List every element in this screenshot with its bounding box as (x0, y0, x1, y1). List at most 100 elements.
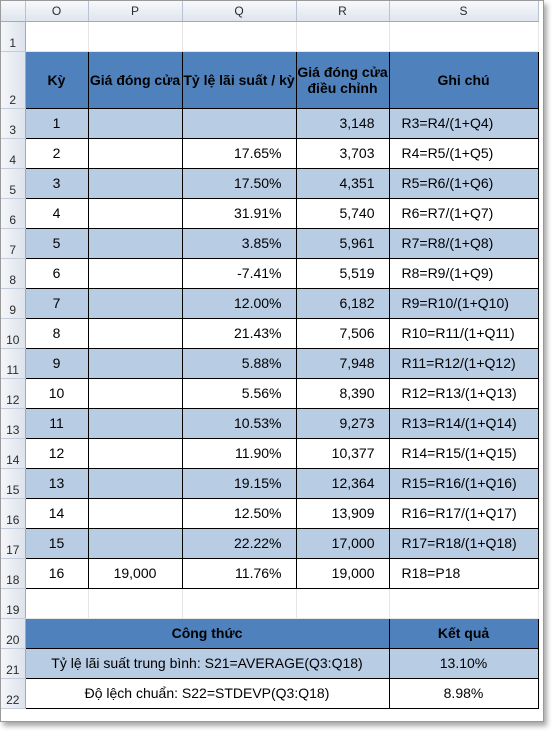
cell-gia[interactable] (87, 467, 183, 499)
cell-ky[interactable]: 15 (24, 527, 89, 559)
empty-cell[interactable] (88, 588, 183, 619)
cell-rate[interactable]: 5.88% (181, 347, 297, 379)
row-header[interactable]: 13 (1, 408, 26, 439)
row-header[interactable]: 18 (1, 558, 26, 589)
row-header[interactable]: 22 (1, 678, 26, 709)
cell-rate[interactable]: 5.56% (181, 377, 297, 409)
select-all-corner[interactable] (1, 1, 26, 22)
summary-header-result[interactable]: Kết quả (388, 617, 539, 649)
row-header[interactable]: 8 (1, 258, 26, 289)
cell-ky[interactable]: 5 (24, 227, 89, 259)
row-header[interactable]: 10 (1, 318, 26, 349)
row-header[interactable]: 9 (1, 288, 26, 319)
cell-gia[interactable] (87, 137, 183, 169)
header-gia-dong-cua[interactable]: Giá đóng cửa (87, 50, 183, 109)
cell-adj[interactable]: 3,703 (295, 137, 390, 169)
row-header[interactable]: 14 (1, 438, 26, 469)
row-header[interactable]: 19 (1, 588, 26, 619)
cell-note[interactable]: R15=R16/(1+Q16) (388, 467, 539, 499)
empty-cell[interactable] (88, 21, 183, 52)
row-header[interactable]: 20 (1, 618, 26, 649)
cell-rate[interactable]: -7.41% (181, 257, 297, 289)
cell-note[interactable]: R18=P18 (388, 557, 539, 589)
cell-rate[interactable]: 11.90% (181, 437, 297, 469)
header-ty-le[interactable]: Tỷ lệ lãi suất / kỳ (181, 50, 297, 109)
header-ky[interactable]: Kỳ (24, 50, 89, 109)
cell-note[interactable]: R11=R12/(1+Q12) (388, 347, 539, 379)
row-header[interactable]: 4 (1, 138, 26, 169)
summary-formula-stdev[interactable]: Độ lệch chuẩn: S22=STDEVP(Q3:Q18) (24, 677, 390, 709)
cell-note[interactable]: R17=R18/(1+Q18) (388, 527, 539, 559)
cell-note[interactable]: R13=R14/(1+Q14) (388, 407, 539, 439)
cell-ky[interactable]: 1 (24, 107, 89, 139)
cell-adj[interactable]: 17,000 (295, 527, 390, 559)
cell-gia[interactable]: 19,000 (87, 557, 183, 589)
cell-ky[interactable]: 8 (24, 317, 89, 349)
cell-ky[interactable]: 16 (24, 557, 89, 589)
cell-ky[interactable]: 12 (24, 437, 89, 469)
cell-ky[interactable]: 4 (24, 197, 89, 229)
cell-note[interactable]: R14=R15/(1+Q15) (388, 437, 539, 469)
summary-header-formula[interactable]: Công thức (24, 617, 390, 649)
column-header-q[interactable]: Q (182, 1, 297, 22)
cell-rate[interactable]: 19.15% (181, 467, 297, 499)
header-ghi-chu[interactable]: Ghi chú (388, 50, 539, 109)
summary-result-average[interactable]: 13.10% (388, 647, 539, 679)
cell-adj[interactable]: 7,948 (295, 347, 390, 379)
cell-note[interactable]: R3=R4/(1+Q4) (388, 107, 539, 139)
cell-rate[interactable]: 11.76% (181, 557, 297, 589)
cell-adj[interactable]: 13,909 (295, 497, 390, 529)
cell-note[interactable]: R6=R7/(1+Q7) (388, 197, 539, 229)
cell-adj[interactable]: 4,351 (295, 167, 390, 199)
cell-gia[interactable] (87, 317, 183, 349)
cell-gia[interactable] (87, 347, 183, 379)
cell-ky[interactable]: 2 (24, 137, 89, 169)
row-header[interactable]: 12 (1, 378, 26, 409)
empty-cell[interactable] (389, 21, 539, 52)
empty-cell[interactable] (182, 21, 297, 52)
cell-note[interactable]: R7=R8/(1+Q8) (388, 227, 539, 259)
row-header[interactable]: 3 (1, 108, 26, 139)
cell-adj[interactable]: 5,519 (295, 257, 390, 289)
column-header-s[interactable]: S (389, 1, 539, 22)
cell-adj[interactable]: 9,273 (295, 407, 390, 439)
column-header-p[interactable]: P (88, 1, 183, 22)
cell-ky[interactable]: 14 (24, 497, 89, 529)
empty-cell[interactable] (182, 588, 297, 619)
row-header[interactable]: 21 (1, 648, 26, 679)
row-header[interactable]: 5 (1, 168, 26, 199)
row-header[interactable]: 15 (1, 468, 26, 499)
cell-note[interactable]: R5=R6/(1+Q6) (388, 167, 539, 199)
cell-note[interactable]: R8=R9/(1+Q9) (388, 257, 539, 289)
cell-rate[interactable]: 3.85% (181, 227, 297, 259)
cell-note[interactable]: R10=R11/(1+Q11) (388, 317, 539, 349)
cell-rate[interactable]: 17.65% (181, 137, 297, 169)
cell-ky[interactable]: 13 (24, 467, 89, 499)
cell-gia[interactable] (87, 437, 183, 469)
cell-rate[interactable]: 21.43% (181, 317, 297, 349)
column-header-o[interactable]: O (25, 1, 89, 22)
row-header[interactable]: 11 (1, 348, 26, 379)
row-header[interactable]: 2 (1, 51, 26, 109)
cell-gia[interactable] (87, 407, 183, 439)
empty-cell[interactable] (25, 21, 89, 52)
empty-cell[interactable] (389, 588, 539, 619)
cell-adj[interactable]: 6,182 (295, 287, 390, 319)
cell-gia[interactable] (87, 527, 183, 559)
summary-result-stdev[interactable]: 8.98% (388, 677, 539, 709)
cell-note[interactable]: R9=R10/(1+Q10) (388, 287, 539, 319)
cell-adj[interactable]: 8,390 (295, 377, 390, 409)
cell-rate[interactable]: 12.00% (181, 287, 297, 319)
cell-adj[interactable]: 5,961 (295, 227, 390, 259)
cell-rate[interactable]: 12.50% (181, 497, 297, 529)
row-header[interactable]: 16 (1, 498, 26, 529)
cell-ky[interactable]: 6 (24, 257, 89, 289)
cell-gia[interactable] (87, 257, 183, 289)
row-header[interactable]: 6 (1, 198, 26, 229)
cell-gia[interactable] (87, 377, 183, 409)
cell-adj[interactable]: 12,364 (295, 467, 390, 499)
column-header-r[interactable]: R (296, 1, 390, 22)
cell-adj[interactable]: 10,377 (295, 437, 390, 469)
cell-ky[interactable]: 3 (24, 167, 89, 199)
summary-formula-average[interactable]: Tỷ lệ lãi suất trung bình: S21=AVERAGE(Q… (24, 647, 390, 679)
